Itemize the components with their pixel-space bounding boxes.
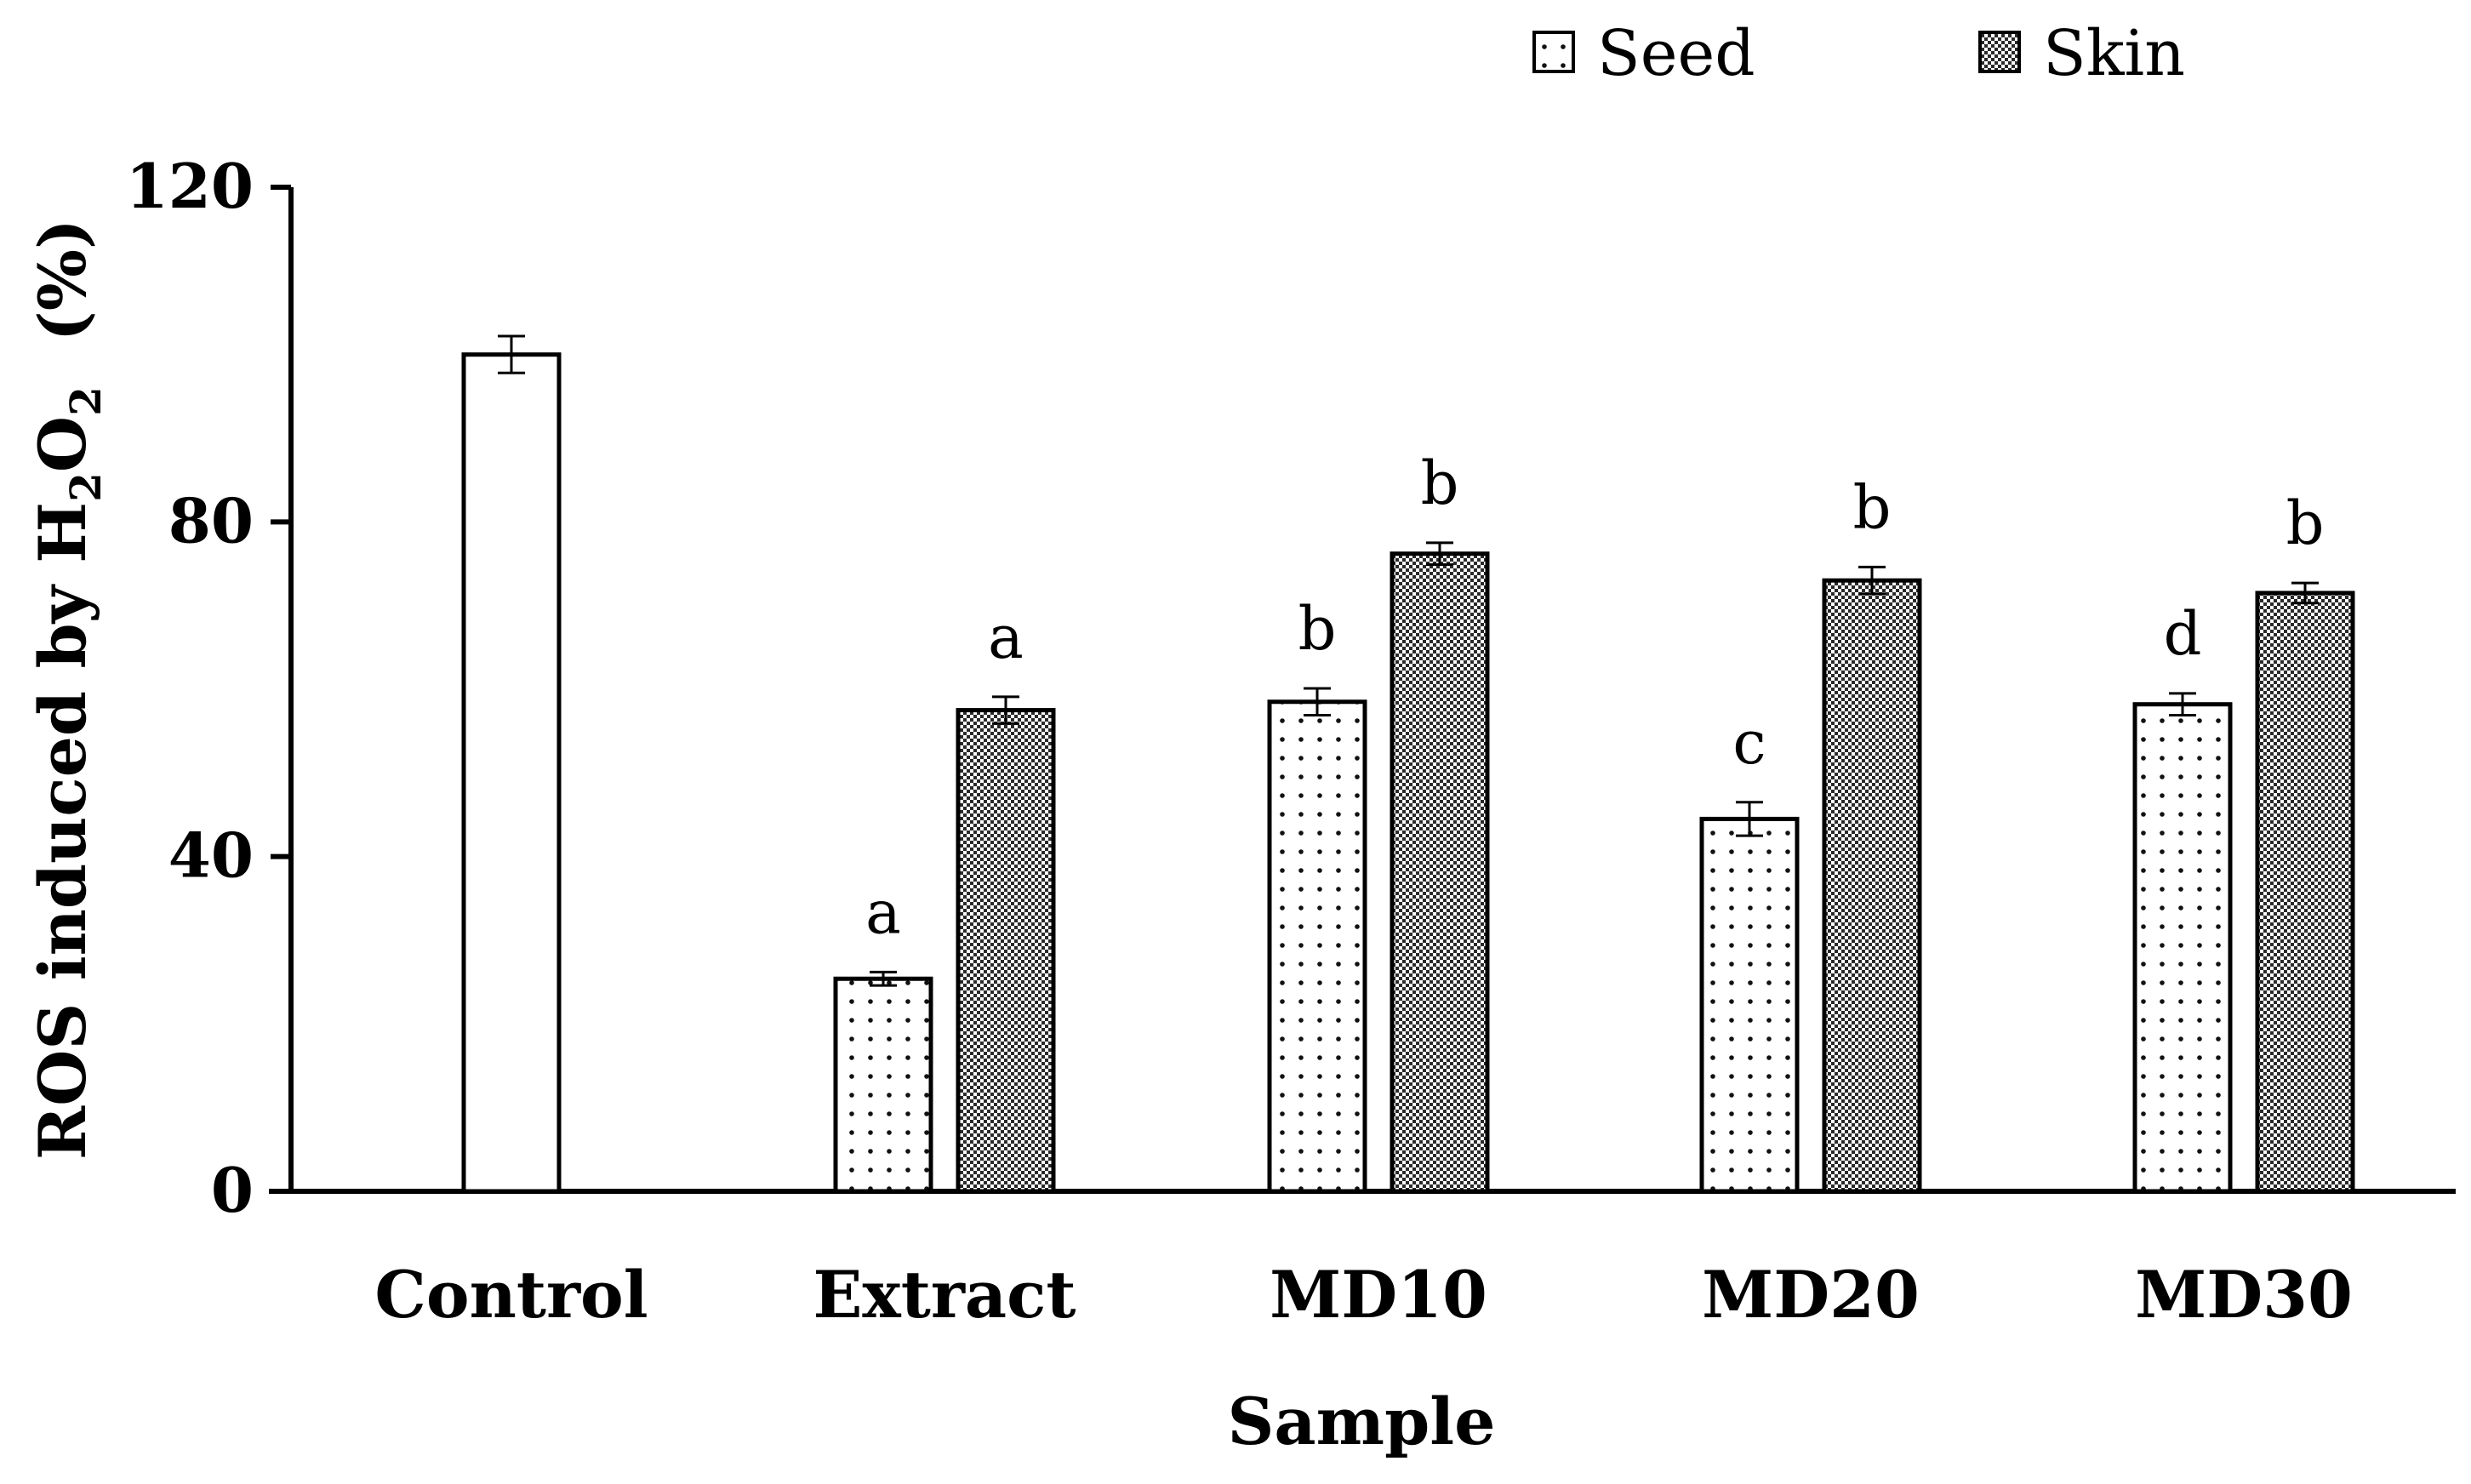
significance-letter: b: [1421, 448, 1459, 518]
y-axis-title-sub1: 2: [60, 472, 111, 502]
y-tick-label: 80: [168, 484, 254, 556]
significance-letters: a b c d a b b b: [865, 448, 2324, 947]
bar-seed-md30: [2132, 702, 2233, 1194]
significance-letter: a: [988, 602, 1024, 672]
bar-control: [461, 352, 562, 1194]
x-category-label: MD20: [1702, 1257, 1920, 1333]
y-tick-label: 40: [168, 819, 254, 892]
bar-skin-extract: [956, 708, 1056, 1194]
legend-item-skin: Skin: [1978, 17, 2185, 90]
significance-letter: d: [2164, 599, 2202, 669]
legend-swatch-skin: [1978, 31, 2021, 73]
x-category-label: Control: [374, 1257, 648, 1333]
legend-swatch-seed: [1532, 31, 1575, 73]
bar-seed-md20: [1699, 816, 1800, 1194]
y-axis-title-mid: O: [25, 416, 100, 472]
x-category-label: MD30: [2135, 1257, 2353, 1333]
bar-skin-md30: [2255, 591, 2355, 1194]
legend: Seed Skin: [1532, 17, 2185, 90]
significance-letter: c: [1732, 708, 1766, 778]
y-tick-label: 120: [126, 150, 254, 222]
bar-skin-md10: [1390, 551, 1490, 1194]
y-axis-title-suffix: (%): [25, 219, 100, 386]
y-tick-label: 0: [211, 1154, 254, 1226]
legend-label-seed: Seed: [1597, 17, 1755, 90]
y-ticks: 0 40 80 120: [126, 150, 291, 1226]
bar-skin-md20: [1822, 578, 1922, 1194]
significance-letter: b: [2286, 488, 2325, 558]
bars: [461, 352, 2355, 1194]
y-axis-title: ROS induced by H2O2 (%): [25, 219, 111, 1160]
significance-letter: b: [1853, 472, 1892, 542]
x-category-label: MD10: [1270, 1257, 1487, 1333]
significance-letter: a: [865, 877, 901, 947]
x-category-label: Extract: [813, 1257, 1076, 1333]
significance-letter: b: [1298, 594, 1337, 664]
error-bars: [498, 334, 2319, 987]
bar-seed-extract: [833, 976, 933, 1194]
bar-seed-md10: [1267, 699, 1367, 1194]
y-axis-title-prefix: ROS induced by H: [25, 502, 100, 1160]
x-axis-title: Sample: [1228, 1384, 1496, 1459]
x-category-labels: Control Extract MD10 MD20 MD30: [374, 1257, 2352, 1333]
y-axis-title-sub2: 2: [60, 386, 111, 416]
legend-item-seed: Seed: [1532, 17, 1755, 90]
legend-label-skin: Skin: [2043, 17, 2185, 90]
